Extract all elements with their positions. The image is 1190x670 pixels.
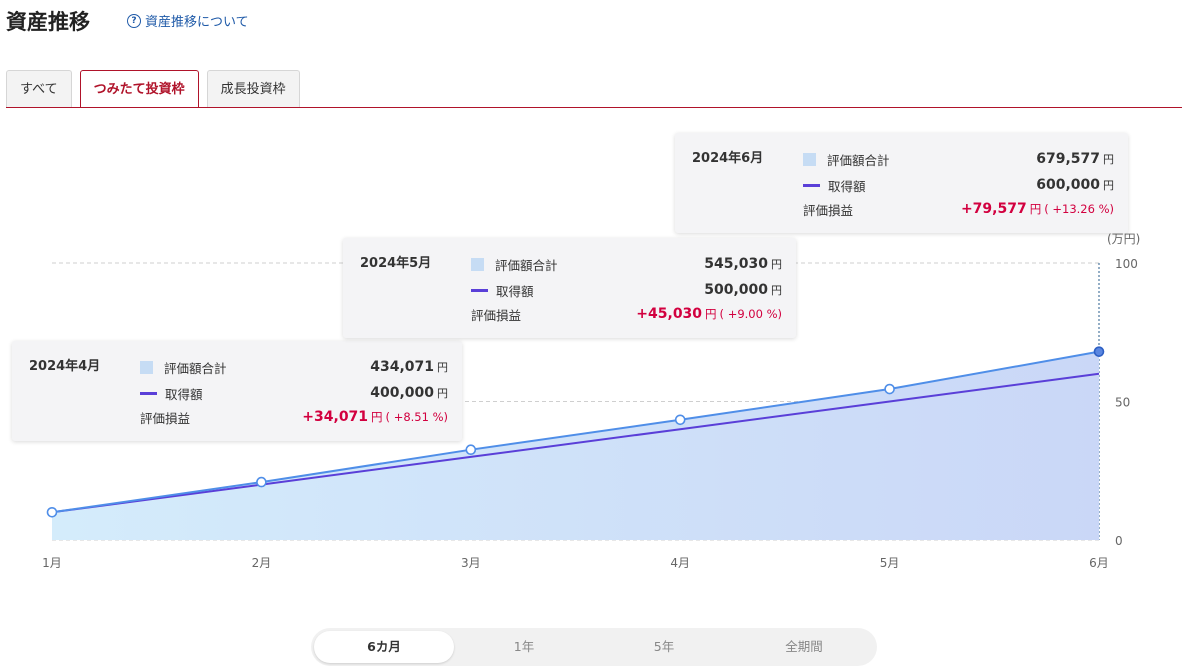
tooltip-may: 2024年5月 評価額合計 545,030 円 取得額 500,000 円 評価… — [343, 238, 796, 338]
data-point — [256, 476, 267, 488]
tooltip-yen: 円 — [437, 387, 448, 400]
tooltip-cost-row: 取得額 500,000 円 — [471, 280, 782, 300]
period-5-years[interactable]: 5年 — [653, 639, 675, 654]
cost-line-icon — [471, 288, 488, 292]
x-tick-label: 3月 — [461, 556, 481, 570]
tooltip-cost-row: 取得額 600,000 円 — [803, 175, 1114, 195]
help-link[interactable]: ? 資産推移について — [127, 11, 249, 30]
tab-all[interactable]: すべて — [6, 70, 72, 107]
y-tick-label: 0 — [1115, 534, 1123, 548]
data-point — [884, 383, 895, 395]
help-link-label[interactable]: 資産推移について — [145, 15, 249, 30]
tooltip-cost: 400,000 — [370, 385, 434, 401]
tooltip-june: 2024年6月 評価額合計 679,577 円 取得額 600,000 円 評価… — [675, 133, 1128, 233]
valuation-line — [51, 350, 1100, 514]
valuation-swatch-icon — [803, 152, 816, 166]
period-1-year[interactable]: 1年 — [513, 639, 535, 654]
tab-growth[interactable]: 成長投資枠 — [206, 70, 300, 107]
x-tick-label: 1月 — [42, 556, 62, 570]
x-tick-label: 2月 — [252, 556, 272, 570]
valuation-area — [52, 351, 1099, 540]
tooltip-yen: 円 — [437, 361, 448, 374]
x-tick-label: 5月 — [880, 556, 900, 570]
tooltip-date: 2024年4月 — [29, 359, 101, 374]
tooltip-gain-pct: ( +9.00 %) — [719, 307, 782, 321]
tooltip-cost: 600,000 — [1036, 177, 1100, 193]
tooltip-gain-label: 評価損益 — [140, 410, 191, 426]
y-axis-label: (万円) — [1107, 232, 1140, 246]
tooltip-value: 545,030 — [704, 256, 768, 272]
tooltip-gain-row: 評価損益 +34,071 円 ( +8.51 %) — [140, 407, 448, 427]
tooltip-value: 679,577 — [1036, 151, 1100, 167]
tooltip-cost: 500,000 — [704, 282, 768, 298]
tooltip-gain-row: 評価損益 +45,030 円 ( +9.00 %) — [471, 304, 782, 324]
tooltip-gain: +34,071 — [302, 409, 369, 425]
data-point — [46, 506, 58, 518]
tooltip-yen: 円 — [771, 284, 782, 297]
period-all[interactable]: 全期間 — [785, 639, 823, 654]
tooltip-gain-pct: ( +8.51 %) — [385, 410, 448, 424]
tooltip-yen: 円 — [1029, 202, 1042, 216]
data-point — [1093, 346, 1105, 357]
tooltip-yen: 円 — [771, 258, 782, 271]
tooltip-value-row: 評価額合計 545,030 円 — [471, 254, 782, 274]
tooltip-gain-label: 評価損益 — [471, 307, 522, 323]
cost-line-icon — [140, 391, 157, 395]
tooltip-yen: 円 — [371, 410, 383, 424]
cost-line-icon — [803, 183, 820, 187]
period-6-months[interactable]: 6カ月 — [314, 631, 454, 663]
question-icon: ? — [127, 13, 141, 28]
tooltip-value-row: 評価額合計 679,577 円 — [803, 149, 1114, 169]
y-tick-label: 50 — [1115, 396, 1130, 410]
tab-tsumitate[interactable]: つみたて投資枠 — [79, 70, 199, 108]
tab-underline — [6, 107, 1182, 108]
valuation-swatch-icon — [471, 257, 484, 271]
y-tick-label: 100 — [1115, 257, 1138, 271]
tooltip-date: 2024年6月 — [692, 151, 764, 166]
tooltip-gain-label: 評価損益 — [803, 202, 854, 218]
tooltip-cost-row: 取得額 400,000 円 — [140, 383, 448, 403]
tooltip-value-row: 評価額合計 434,071 円 — [140, 357, 448, 377]
tooltip-value-label: 評価額合計 — [164, 360, 227, 376]
x-tick-label: 6月 — [1089, 556, 1109, 570]
tooltip-value-label: 評価額合計 — [827, 152, 890, 168]
tooltip-date: 2024年5月 — [360, 256, 432, 271]
x-tick-label: 4月 — [670, 556, 690, 570]
tooltip-gain: +45,030 — [636, 306, 703, 322]
tooltip-value-label: 評価額合計 — [495, 257, 558, 273]
tooltip-cost-label: 取得額 — [496, 283, 534, 299]
tooltip-yen: 円 — [705, 307, 717, 321]
tooltip-yen: 円 — [1103, 153, 1114, 166]
tooltip-gain: +79,577 — [960, 201, 1027, 217]
data-point — [465, 444, 477, 455]
tooltip-value: 434,071 — [370, 359, 434, 375]
data-point — [674, 414, 686, 426]
tooltip-april: 2024年4月 評価額合計 434,071 円 取得額 400,000 円 評価… — [12, 341, 462, 441]
tab-bar: すべて つみたて投資枠 成長投資枠 — [6, 70, 300, 108]
tooltip-cost-label: 取得額 — [828, 178, 866, 194]
cost-line — [51, 372, 1100, 514]
tooltip-cost-label: 取得額 — [165, 386, 203, 402]
period-selector: 6カ月 1年 5年 全期間 — [311, 628, 877, 666]
tooltip-yen: 円 — [1103, 179, 1114, 192]
valuation-swatch-icon — [140, 360, 153, 374]
tooltip-gain-row: 評価損益 +79,577 円 ( +13.26 %) — [803, 199, 1114, 219]
tooltip-gain-pct: ( +13.26 %) — [1044, 202, 1114, 216]
page-title: 資産推移 — [6, 10, 90, 34]
